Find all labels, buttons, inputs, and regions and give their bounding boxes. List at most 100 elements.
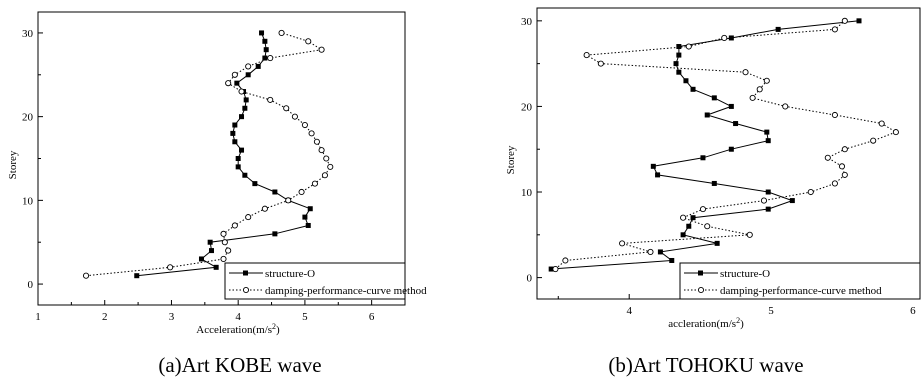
data-point-structure-o bbox=[728, 146, 734, 152]
data-point-damping bbox=[746, 231, 753, 238]
data-point-damping bbox=[311, 180, 318, 187]
data-point-damping bbox=[892, 129, 899, 136]
data-point-structure-o bbox=[765, 206, 771, 212]
x-tick-label: 6 bbox=[910, 305, 916, 317]
data-point-structure-o bbox=[239, 147, 245, 153]
data-point-damping bbox=[756, 86, 763, 93]
data-point-damping bbox=[231, 71, 238, 78]
data-point-damping bbox=[82, 272, 90, 279]
data-point-structure-o bbox=[252, 181, 258, 187]
data-point-structure-o bbox=[676, 52, 682, 58]
data-point-damping bbox=[285, 197, 292, 204]
data-point-structure-o bbox=[232, 139, 238, 145]
data-point-damping bbox=[782, 103, 789, 110]
data-point-damping bbox=[760, 197, 768, 204]
data-point-structure-o bbox=[764, 129, 770, 135]
data-point-structure-o bbox=[655, 172, 661, 178]
panel-caption-a: (a)Art KOBE wave bbox=[158, 353, 321, 377]
y-tick-label: 30 bbox=[22, 28, 34, 40]
x-tick-label: 5 bbox=[768, 305, 774, 317]
data-point-damping bbox=[225, 247, 232, 254]
legend-marker-structure-o bbox=[698, 270, 703, 276]
data-point-damping bbox=[831, 180, 838, 187]
data-point-structure-o bbox=[255, 63, 261, 69]
data-point-damping bbox=[245, 63, 252, 70]
data-point-damping bbox=[807, 188, 814, 196]
data-point-structure-o bbox=[259, 30, 265, 36]
data-point-structure-o bbox=[302, 214, 308, 220]
series-line-structure-o bbox=[551, 20, 860, 270]
data-point-structure-o bbox=[307, 206, 313, 212]
data-point-damping bbox=[619, 240, 626, 247]
data-point-structure-o bbox=[765, 138, 771, 144]
data-point-structure-o bbox=[711, 180, 717, 186]
data-point-damping bbox=[283, 105, 290, 112]
data-point-damping bbox=[318, 147, 325, 154]
legend-box bbox=[679, 262, 921, 300]
x-tick-label: 1 bbox=[35, 311, 41, 323]
data-point-structure-o bbox=[856, 18, 862, 24]
legend-box bbox=[224, 262, 406, 300]
series-layer bbox=[82, 29, 334, 279]
data-point-structure-o bbox=[272, 189, 278, 195]
x-axis-label: Acceleration(m/s2) bbox=[196, 322, 280, 336]
data-point-structure-o bbox=[700, 155, 706, 161]
data-point-structure-o bbox=[235, 164, 241, 170]
series-layer bbox=[548, 17, 899, 273]
y-tick-label: 0 bbox=[28, 279, 34, 291]
data-point-damping bbox=[831, 26, 838, 33]
data-point-damping bbox=[220, 230, 227, 237]
legend: structure-O damping-performance-curve me… bbox=[679, 262, 921, 300]
y-tick-label: 0 bbox=[527, 273, 533, 285]
data-point-structure-o bbox=[263, 47, 269, 53]
data-point-structure-o bbox=[690, 215, 696, 221]
data-point-damping bbox=[245, 214, 252, 221]
data-point-structure-o bbox=[213, 264, 219, 270]
data-point-structure-o bbox=[789, 198, 795, 204]
legend-marker-structure-o bbox=[243, 270, 248, 276]
data-point-structure-o bbox=[683, 78, 689, 84]
data-point-damping bbox=[824, 154, 831, 161]
data-point-damping bbox=[721, 34, 728, 42]
data-point-structure-o bbox=[711, 95, 717, 101]
data-point-structure-o bbox=[262, 38, 268, 44]
data-point-damping bbox=[291, 113, 298, 120]
data-point-structure-o bbox=[680, 232, 686, 238]
y-axis-ticks: 0 10 20 30 bbox=[521, 16, 542, 285]
data-point-damping bbox=[749, 94, 756, 101]
legend-label-structure-o: structure-O bbox=[265, 268, 315, 280]
data-point-structure-o bbox=[775, 26, 781, 32]
data-point-structure-o bbox=[134, 273, 140, 279]
data-point-structure-o bbox=[235, 156, 241, 161]
data-point-structure-o bbox=[272, 231, 278, 237]
x-tick-label: 4 bbox=[626, 305, 632, 317]
data-point-structure-o bbox=[243, 97, 249, 103]
data-point-damping bbox=[278, 29, 285, 36]
data-point-structure-o bbox=[704, 112, 710, 118]
data-point-damping bbox=[221, 239, 228, 246]
data-point-damping bbox=[308, 130, 315, 137]
data-point-structure-o bbox=[234, 80, 240, 86]
data-point-structure-o bbox=[728, 35, 734, 41]
data-point-structure-o bbox=[239, 114, 245, 120]
data-point-structure-o bbox=[676, 69, 682, 75]
data-point-damping bbox=[267, 54, 274, 62]
x-axis-ticks: 1 2 3 4 5 6 bbox=[35, 300, 406, 323]
y-axis-label: Storey bbox=[505, 145, 517, 174]
data-point-damping bbox=[231, 222, 238, 229]
data-point-damping bbox=[685, 43, 692, 50]
data-point-damping bbox=[552, 265, 559, 273]
data-point-structure-o bbox=[765, 189, 771, 195]
y-tick-label: 20 bbox=[22, 112, 34, 124]
y-axis-ticks: 0 10 20 30 bbox=[22, 28, 43, 291]
y-tick-label: 30 bbox=[521, 16, 533, 28]
x-tick-label: 2 bbox=[102, 311, 108, 323]
data-point-structure-o bbox=[728, 103, 734, 109]
x-tick-label: 4 bbox=[235, 311, 241, 323]
legend-label-damping: damping-performance-curve method bbox=[720, 285, 882, 297]
data-point-damping bbox=[301, 121, 308, 129]
data-point-structure-o bbox=[305, 222, 311, 228]
data-point-damping bbox=[763, 77, 770, 84]
data-point-damping bbox=[831, 111, 838, 119]
data-point-damping bbox=[878, 120, 885, 127]
